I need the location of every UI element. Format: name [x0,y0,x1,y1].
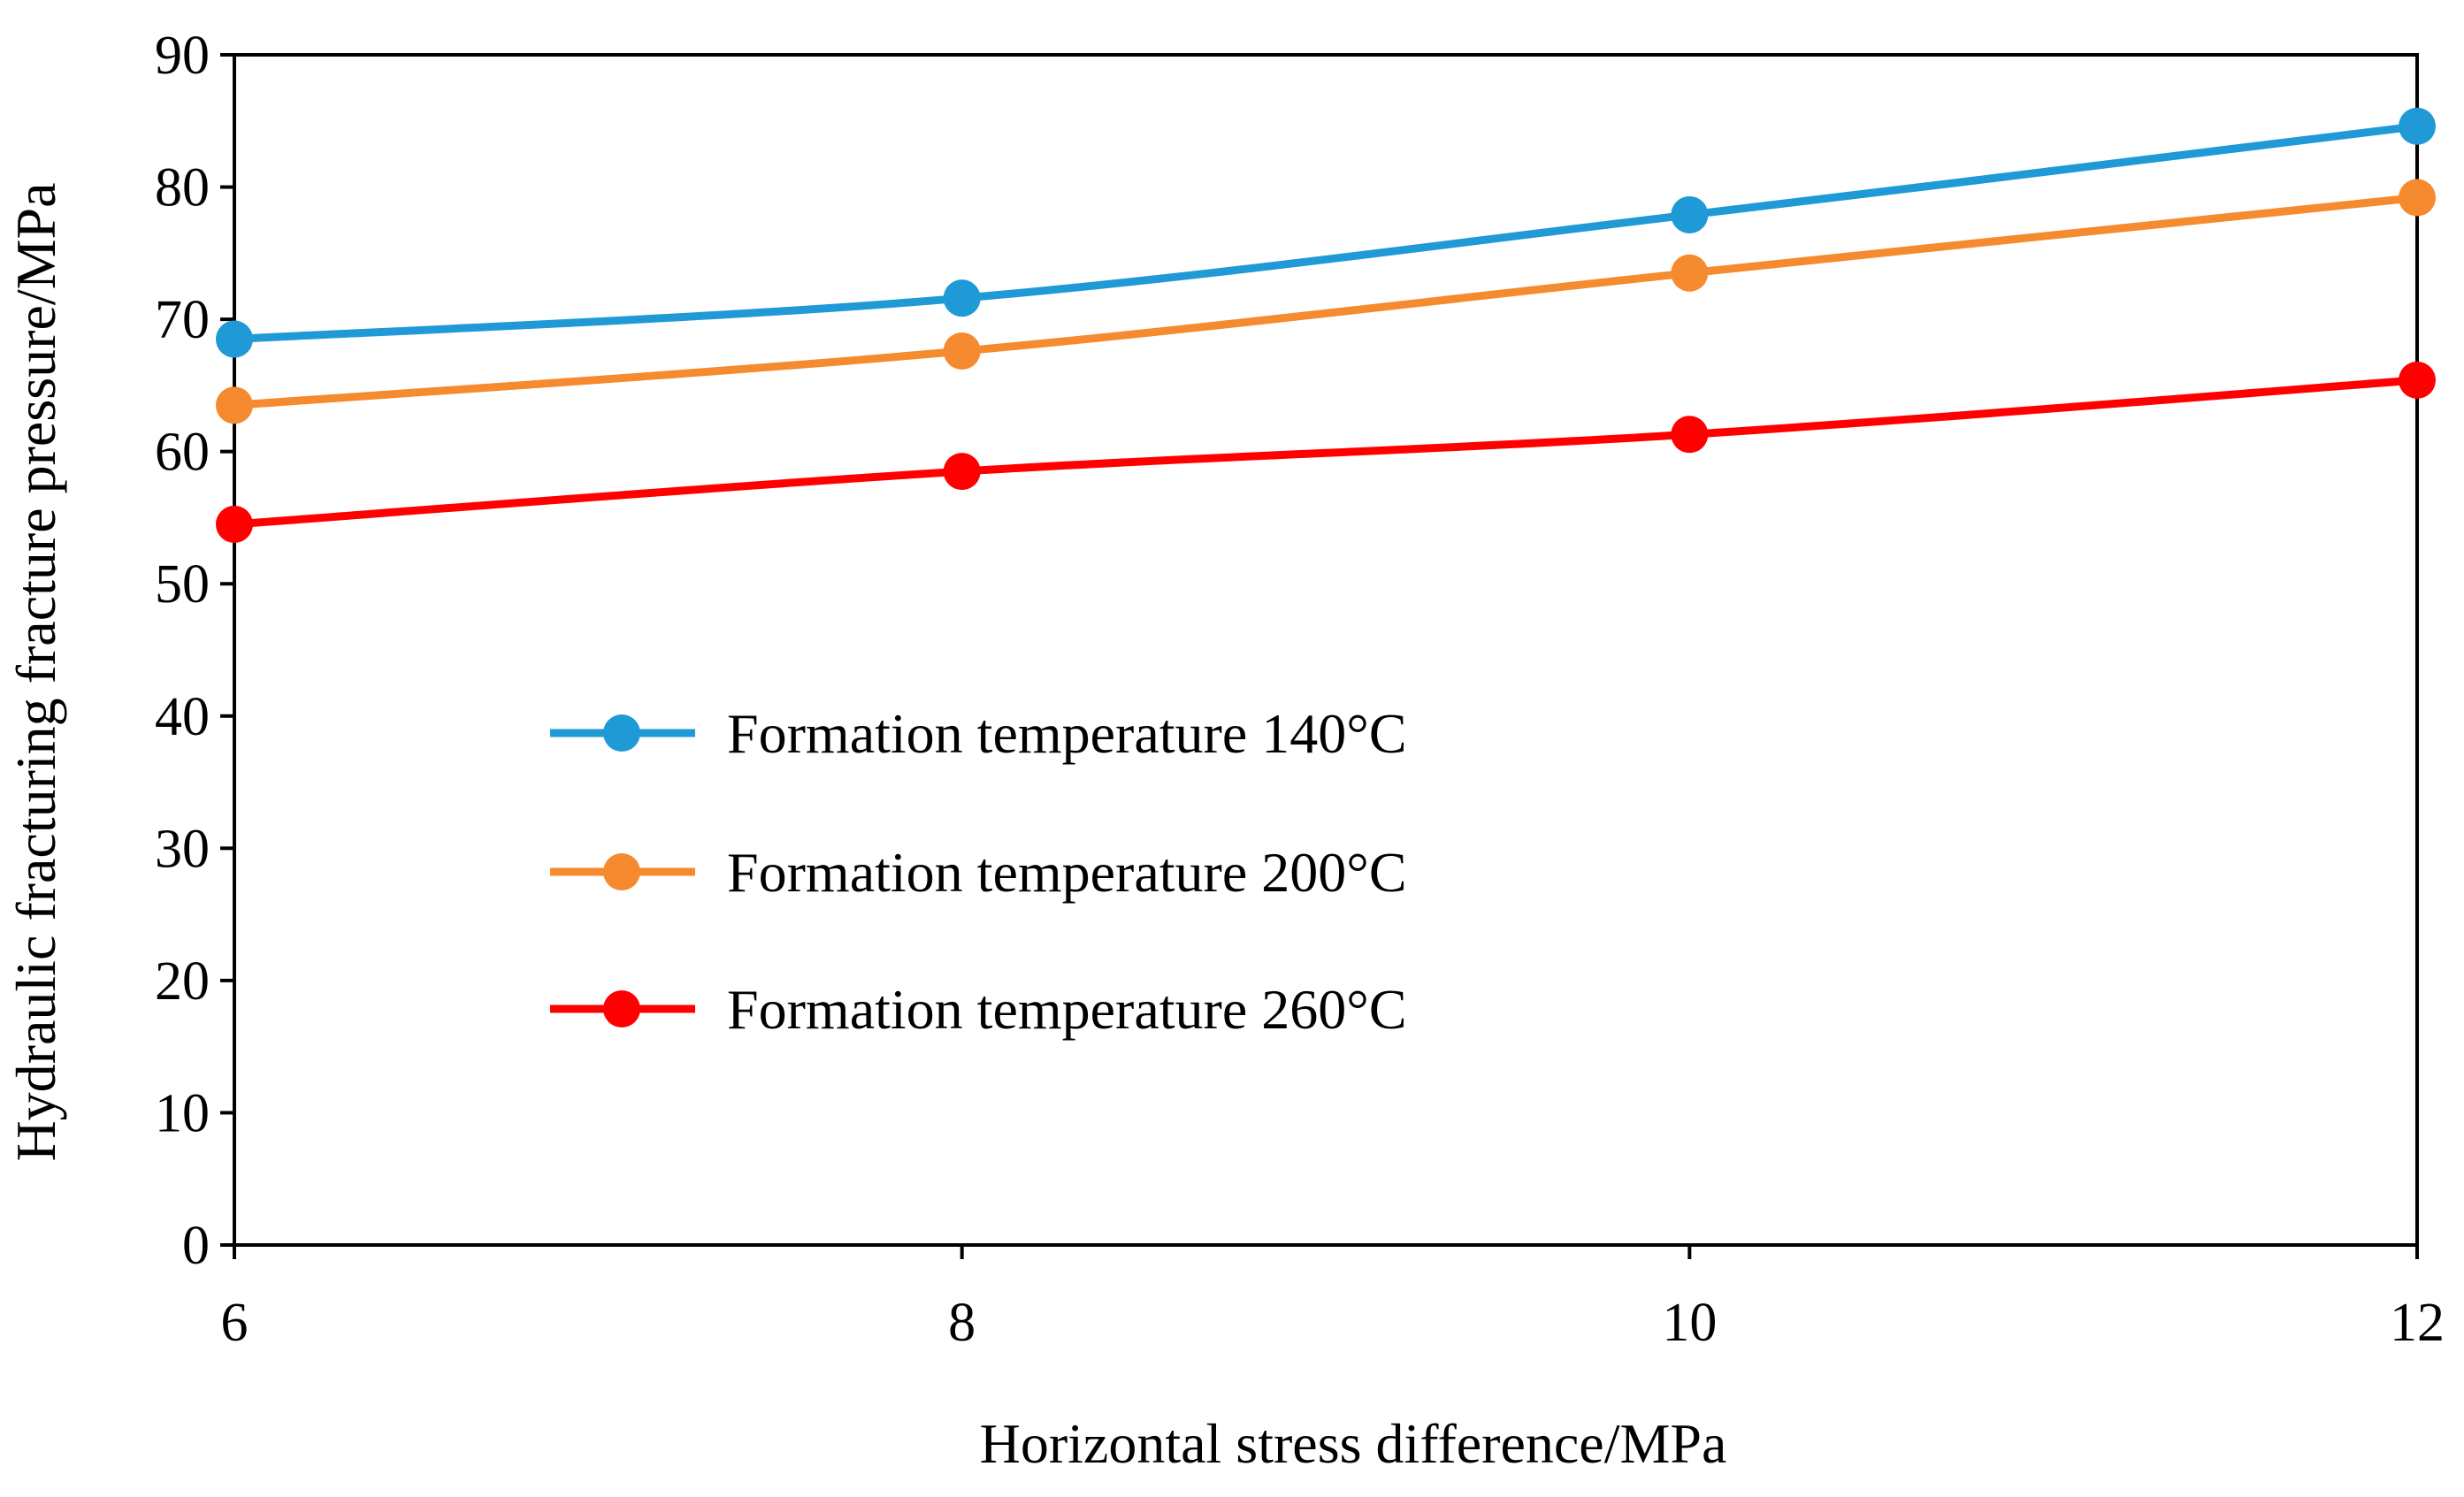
series-3 [216,361,2436,543]
legend-item-1: Formation temperature 140°C [550,702,1407,765]
legend-label: Formation temperature 140°C [727,702,1407,765]
y-tick-label: 90 [155,26,210,86]
legend-marker-swatch [603,853,640,890]
series-line [233,194,2418,409]
series-line [233,122,2418,344]
data-point [216,386,253,424]
data-point [2399,179,2436,217]
plot-frame [233,53,2419,1247]
legend-marker-swatch [603,714,640,752]
data-point [943,279,981,317]
y-tick-label: 20 [155,951,210,1012]
data-point [1671,195,1709,233]
y-axis-title: Hydraulic fracturing fracture pressure/M… [4,182,67,1161]
series-line [233,376,2418,529]
x-tick-label: 10 [1662,1293,1717,1353]
data-point [216,320,253,358]
legend-item-2: Formation temperature 200°C [550,841,1407,904]
series-layer [216,107,2436,543]
y-tick-label: 40 [155,687,210,747]
legend-label: Formation temperature 260°C [727,978,1407,1041]
y-tick-label: 70 [155,290,210,350]
series-2 [216,179,2436,424]
axes-layer: 0 10 20 30 40 50 60 70 80 90 6 8 10 12 [155,26,2445,1353]
x-tick-label: 12 [2390,1293,2445,1353]
y-tick-label: 0 [182,1216,210,1276]
data-point [216,505,253,543]
y-tick-label: 30 [155,819,210,879]
legend-marker-swatch [603,990,640,1027]
y-tick-label: 50 [155,554,210,615]
legend-item-3: Formation temperature 260°C [550,978,1407,1041]
data-point [943,332,981,370]
data-point [1671,254,1709,292]
x-axis-title: Horizontal stress difference/MPa [980,1412,1727,1475]
legend-label: Formation temperature 200°C [727,841,1407,904]
series-1 [216,107,2436,358]
y-tick-label: 80 [155,158,210,218]
data-point [1671,416,1709,454]
x-tick-label: 6 [221,1293,249,1353]
y-tick-label: 10 [155,1083,210,1143]
data-point [2399,361,2436,399]
x-tick-label: 8 [948,1293,976,1353]
data-point [943,453,981,491]
legend: Formation temperature 140°C Formation tem… [550,702,1407,1041]
y-tick-label: 60 [155,423,210,483]
data-point [2399,107,2436,145]
